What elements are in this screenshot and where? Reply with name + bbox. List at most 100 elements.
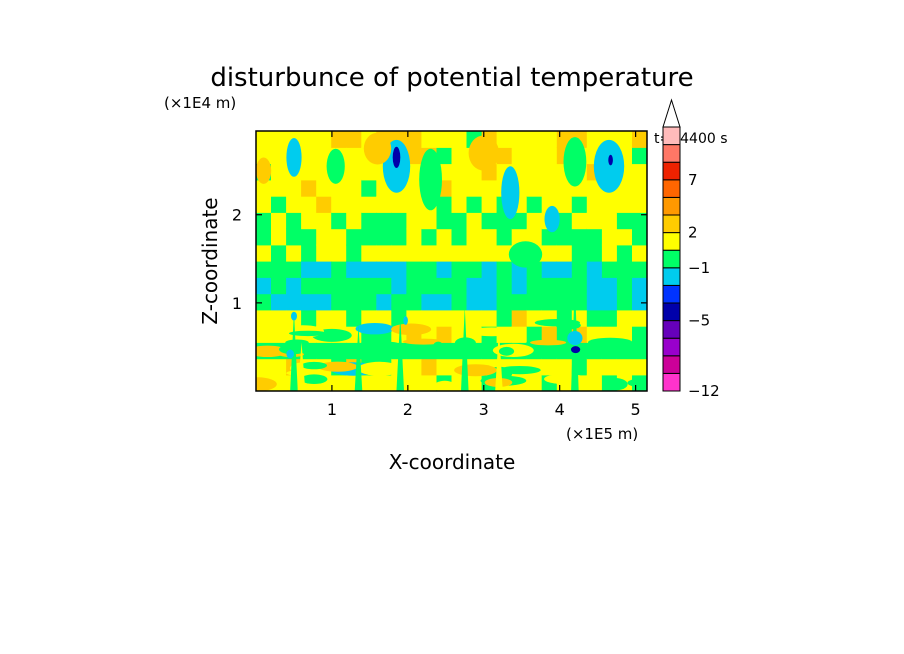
field-cell bbox=[361, 212, 377, 230]
field-cell bbox=[511, 309, 528, 327]
field-cell bbox=[451, 261, 468, 278]
field-cell bbox=[556, 196, 573, 213]
colorbar-swatch bbox=[662, 249, 681, 269]
field-cell bbox=[541, 147, 558, 165]
field-cell bbox=[541, 293, 558, 311]
field-cell bbox=[466, 196, 483, 213]
field-streak bbox=[380, 341, 402, 352]
field-anomaly bbox=[567, 331, 583, 346]
field-cell bbox=[376, 277, 392, 295]
field-cell bbox=[481, 261, 498, 278]
field-cell bbox=[421, 309, 437, 327]
field-cell bbox=[632, 212, 647, 230]
field-spike bbox=[290, 311, 298, 391]
field-cell bbox=[632, 228, 647, 246]
field-cell bbox=[256, 293, 272, 311]
field-cell bbox=[376, 244, 392, 262]
field-cell bbox=[586, 374, 603, 391]
field-cell bbox=[632, 163, 647, 181]
field-cell bbox=[616, 277, 633, 295]
field-spike bbox=[460, 307, 469, 391]
colorbar-swatch bbox=[662, 126, 681, 146]
field-cell bbox=[481, 277, 498, 295]
field-cell bbox=[496, 309, 513, 327]
x-tick-label: 2 bbox=[403, 400, 413, 419]
field-cell bbox=[511, 212, 528, 230]
field-cell bbox=[331, 212, 347, 230]
field-cell bbox=[406, 342, 422, 360]
field-cell bbox=[301, 277, 317, 295]
field-cell bbox=[271, 277, 287, 295]
field-cell bbox=[406, 277, 422, 295]
field-cell bbox=[451, 244, 468, 262]
field-cell bbox=[406, 179, 422, 197]
field-anomaly bbox=[291, 311, 297, 321]
field-cell bbox=[451, 228, 468, 246]
field-cell bbox=[406, 261, 422, 278]
field-cell bbox=[376, 212, 392, 230]
field-cell bbox=[451, 293, 468, 311]
field-cell bbox=[271, 261, 287, 278]
field-cell bbox=[391, 309, 407, 327]
field-cell bbox=[616, 261, 633, 278]
field-cell bbox=[436, 131, 453, 148]
field-anomaly bbox=[286, 349, 295, 359]
field-cell bbox=[286, 212, 302, 230]
field-cell bbox=[586, 228, 603, 246]
field-cell bbox=[316, 309, 332, 327]
field-cell bbox=[616, 131, 633, 148]
field-cell bbox=[271, 196, 287, 213]
field-cell bbox=[496, 147, 513, 165]
field-cell bbox=[286, 244, 302, 262]
field-cell bbox=[316, 261, 332, 278]
field-anomaly bbox=[392, 146, 401, 168]
field-cell bbox=[571, 196, 588, 213]
field-anomaly bbox=[256, 157, 272, 184]
field-cell bbox=[286, 261, 302, 278]
field-cell bbox=[271, 147, 287, 165]
field-cell bbox=[481, 212, 498, 230]
field-cell bbox=[271, 244, 287, 262]
field-cell bbox=[632, 261, 647, 278]
field-cell bbox=[481, 342, 498, 360]
x-axis-unit: (×1E5 m) bbox=[566, 425, 638, 443]
field-cell bbox=[361, 244, 377, 262]
field-cell bbox=[256, 358, 272, 376]
colorbar-swatch bbox=[662, 302, 681, 322]
field-streak bbox=[587, 337, 633, 347]
field-cell bbox=[376, 374, 392, 391]
field-cell bbox=[286, 293, 302, 311]
field-cell bbox=[316, 212, 332, 230]
field-cell bbox=[496, 244, 513, 262]
field-cell bbox=[256, 228, 272, 246]
colorbar-swatch bbox=[662, 179, 681, 198]
field-cell bbox=[256, 261, 272, 278]
field-cell bbox=[616, 196, 633, 213]
field-cell bbox=[406, 147, 422, 165]
field-cell bbox=[421, 131, 437, 148]
field-streak bbox=[544, 373, 587, 385]
field-cell bbox=[271, 309, 287, 327]
field-cell bbox=[421, 374, 437, 391]
colorbar-swatch bbox=[662, 214, 681, 234]
field-cell bbox=[301, 293, 317, 311]
colorbar-label: −1 bbox=[688, 259, 710, 277]
field-cell bbox=[481, 179, 498, 197]
field-streak bbox=[288, 330, 328, 337]
field-cell bbox=[632, 147, 647, 165]
colorbar-swatch bbox=[662, 196, 681, 216]
field-cell bbox=[586, 342, 603, 360]
field-cell bbox=[436, 326, 453, 343]
field-anomaly bbox=[563, 137, 587, 187]
field-cell bbox=[496, 293, 513, 311]
field-cell bbox=[601, 293, 618, 311]
field-cell bbox=[436, 358, 453, 376]
colorbar-swatch bbox=[662, 161, 681, 181]
field-cell bbox=[271, 131, 287, 148]
field-cell bbox=[436, 277, 453, 295]
x-axis-label: X-coordinate bbox=[389, 450, 516, 474]
field-cell bbox=[331, 179, 347, 197]
field-cell bbox=[361, 196, 377, 213]
field-cell bbox=[601, 196, 618, 213]
field-cell bbox=[586, 358, 603, 376]
